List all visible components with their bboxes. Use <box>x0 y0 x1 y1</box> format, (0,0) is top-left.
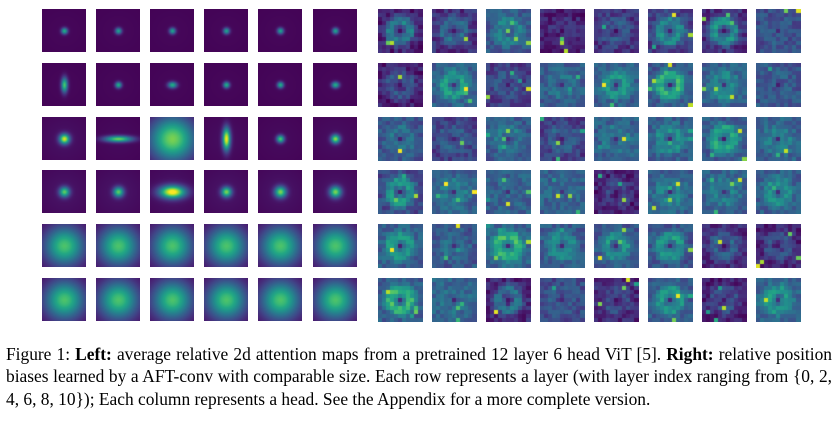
caption-right-text: relative position biases learned by a AF… <box>6 344 832 409</box>
right-position-bias-map <box>702 224 747 268</box>
right-position-bias-map <box>378 63 423 107</box>
caption-left-text: average relative 2d attention maps from … <box>111 344 667 364</box>
left-attention-map <box>204 278 248 321</box>
right-position-bias-map <box>432 278 477 322</box>
left-attention-map <box>96 63 140 106</box>
left-attention-map <box>258 117 302 160</box>
left-attention-map <box>313 170 357 213</box>
left-attention-map <box>258 278 302 321</box>
right-position-bias-map <box>594 224 639 268</box>
left-attention-map <box>204 224 248 267</box>
right-position-bias-map <box>756 170 801 214</box>
right-position-bias-map <box>756 224 801 268</box>
right-position-bias-map <box>756 278 801 322</box>
figure-image <box>42 9 801 322</box>
left-attention-map <box>42 170 86 213</box>
left-attention-map <box>96 9 140 52</box>
left-attention-map <box>42 224 86 267</box>
left-attention-map <box>204 117 248 160</box>
right-position-bias-map <box>540 224 585 268</box>
left-attention-map <box>150 117 194 160</box>
left-attention-map <box>150 63 194 106</box>
left-attention-map <box>150 170 194 213</box>
right-position-bias-map <box>486 278 531 322</box>
right-position-bias-map <box>594 278 639 322</box>
figure-caption: Figure 1: Left: average relative 2d atte… <box>6 343 832 410</box>
right-position-bias-map <box>594 63 639 107</box>
caption-left-bold: Left: <box>75 344 112 364</box>
right-position-bias-map <box>648 224 693 268</box>
right-position-bias-map <box>702 170 747 214</box>
caption-right-bold: Right: <box>666 344 714 364</box>
left-attention-map <box>313 117 357 160</box>
left-attention-map <box>204 9 248 52</box>
right-position-bias-map <box>432 63 477 107</box>
right-position-bias-map <box>378 117 423 161</box>
left-attention-map <box>96 224 140 267</box>
right-position-bias-map <box>594 9 639 53</box>
right-position-bias-map <box>486 9 531 53</box>
left-attention-map <box>96 117 140 160</box>
right-position-bias-map <box>540 278 585 322</box>
left-attention-map <box>313 224 357 267</box>
right-position-bias-map <box>756 63 801 107</box>
left-attention-map <box>150 9 194 52</box>
right-position-bias-map <box>378 278 423 322</box>
left-attention-map <box>313 9 357 52</box>
right-position-bias-map <box>702 117 747 161</box>
left-attention-map <box>150 278 194 321</box>
right-position-bias-map <box>648 278 693 322</box>
left-attention-map <box>150 224 194 267</box>
left-attention-map <box>258 170 302 213</box>
right-position-bias-map <box>540 117 585 161</box>
right-position-bias-map <box>756 9 801 53</box>
left-attention-map <box>96 170 140 213</box>
caption-label: Figure 1: <box>6 344 76 364</box>
left-attention-map <box>258 9 302 52</box>
left-attention-map <box>258 224 302 267</box>
right-position-bias-map <box>432 224 477 268</box>
right-position-bias-map <box>486 117 531 161</box>
right-position-bias-map <box>540 170 585 214</box>
right-position-bias-map <box>702 278 747 322</box>
right-position-bias-map <box>378 9 423 53</box>
left-attention-map <box>258 63 302 106</box>
right-position-bias-map <box>594 117 639 161</box>
right-position-bias-map <box>648 170 693 214</box>
right-position-bias-map <box>432 117 477 161</box>
right-position-bias-map <box>756 117 801 161</box>
left-attention-map <box>313 63 357 106</box>
left-attention-map <box>42 278 86 321</box>
right-position-bias-map <box>594 170 639 214</box>
left-attention-map <box>96 278 140 321</box>
right-position-bias-map <box>540 63 585 107</box>
right-position-bias-map <box>378 224 423 268</box>
right-position-bias-map <box>486 63 531 107</box>
right-position-bias-map <box>432 170 477 214</box>
left-attention-map <box>313 278 357 321</box>
right-position-bias-map <box>648 63 693 107</box>
right-position-bias-map <box>486 170 531 214</box>
right-position-bias-map <box>486 224 531 268</box>
left-attention-map <box>204 63 248 106</box>
left-attention-map <box>42 117 86 160</box>
right-position-bias-map <box>648 9 693 53</box>
right-position-bias-map <box>702 9 747 53</box>
right-position-bias-map <box>702 63 747 107</box>
left-attention-map <box>204 170 248 213</box>
right-position-bias-map <box>432 9 477 53</box>
left-attention-map <box>42 9 86 52</box>
left-attention-map <box>42 63 86 106</box>
right-position-bias-map <box>378 170 423 214</box>
right-position-bias-map <box>540 9 585 53</box>
right-position-bias-map <box>648 117 693 161</box>
